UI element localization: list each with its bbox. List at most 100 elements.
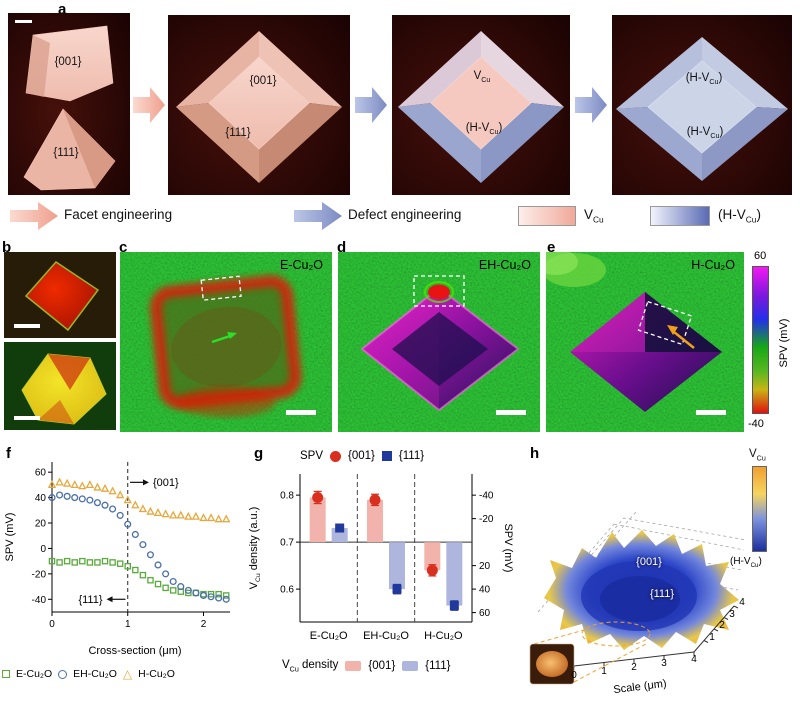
spv-map-e-cu2o: E-Cu₂O	[120, 252, 332, 432]
pyramid-glow	[360, 286, 520, 412]
green-arrow-head	[227, 332, 237, 339]
map-title-eh-cu2o: EH-Cu₂O	[478, 258, 531, 272]
spv-map-h-cu2o: H-Cu₂O	[534, 249, 744, 432]
svg-text:0.7: 0.7	[280, 538, 294, 549]
h-ytick-3: 3	[729, 609, 735, 620]
face-nw	[616, 37, 702, 109]
face-sw	[616, 107, 702, 181]
pyramid-inner	[392, 312, 488, 386]
f-legend-e-cu2o: E-Cu₂O	[16, 668, 53, 680]
f-y-axis-label: SPV (mV)	[4, 512, 16, 562]
h-xtick-1: 1	[601, 666, 607, 677]
h-colorbar-bottom-label: (H-VCu)	[730, 556, 762, 569]
g-legend-spv-title: SPV	[300, 450, 324, 462]
vcu-swatch-label: VCu	[584, 207, 604, 225]
faceted-crystal-art	[168, 15, 350, 195]
scale-bar	[286, 410, 316, 415]
h-colorbar-top-label: VCu	[749, 448, 766, 463]
red-blotch	[176, 387, 276, 417]
pink-arrow-icon	[133, 87, 165, 123]
vcu-density-spv-bar-chart: 0.6 0.7 0.8 -40 -20 20 40 60 E-Cu₂O EH-Cu₂O H-Cu₂O	[280, 474, 494, 642]
orange-arrow-icon	[673, 331, 695, 349]
orange-arrow-head	[667, 325, 678, 335]
green-arrow-icon	[211, 334, 231, 344]
svg-text:EH-Cu₂O: EH-Cu₂O	[363, 630, 409, 642]
svg-text:0: 0	[40, 544, 46, 555]
facet-label-001: {001}	[54, 56, 82, 68]
vcu-crystal-art	[392, 15, 570, 195]
face-ne	[702, 37, 788, 109]
face-se	[702, 107, 788, 181]
crystal-model-hvcu: (H-VCu) (H-VCu)	[612, 15, 792, 195]
svg-text:H-Cu₂O: H-Cu₂O	[424, 630, 463, 642]
blue-arrow-icon	[355, 87, 387, 123]
svg-text:-20: -20	[479, 514, 494, 525]
face-sw	[398, 103, 481, 183]
dashed-roi-box	[637, 300, 693, 346]
svg-text:-40: -40	[32, 595, 47, 606]
f-legend-h-cu2o: H-Cu₂O	[138, 668, 175, 680]
h-axes	[573, 605, 739, 670]
pyramid-bright-face	[570, 292, 645, 352]
hvcu-color-swatch	[650, 206, 710, 226]
facet-label-001: {001}	[249, 75, 277, 87]
top-facet-vcu	[430, 56, 532, 150]
g-legend-density-title: VCu density	[282, 659, 339, 674]
label-vcu: VCu	[473, 69, 491, 85]
facet-engineering-arrow-icon	[10, 202, 58, 230]
label-hvcu-top: (H-VCu)	[685, 71, 723, 87]
defect-engineering-arrow-icon	[294, 202, 342, 230]
red-streak	[48, 354, 90, 390]
face-ne	[259, 31, 342, 107]
cubic-crystal-shadow	[26, 35, 50, 97]
h-ytick-1: 1	[709, 632, 715, 643]
facet-label-111: {111}	[225, 127, 251, 139]
afm-image-crystal-pair: {001} {111}	[8, 13, 130, 195]
f-x-axis-label: Cross-section (μm)	[88, 645, 182, 657]
svg-text:60: 60	[35, 468, 47, 479]
svg-text:-40: -40	[479, 491, 494, 502]
colorbar-axis-label: SPV (mV)	[778, 318, 790, 368]
panel-label-d: d	[337, 239, 347, 256]
panel-label-f: f	[6, 445, 11, 462]
colorbar-max: 60	[754, 250, 767, 262]
spv-colorbar: 60 -40 SPV (mV)	[746, 250, 800, 436]
green-ring	[424, 281, 454, 303]
spv-map-d-art	[338, 252, 540, 432]
svg-text:1: 1	[125, 619, 131, 630]
photo-yellow-crystal	[4, 342, 116, 430]
crystal-outline	[149, 275, 302, 410]
blue-square-marker-icon	[381, 451, 392, 461]
spv-map-e-art	[534, 249, 744, 432]
svg-text:-20: -20	[32, 569, 47, 580]
h-region-label-111: {111}	[649, 588, 675, 600]
facet-engineering-label: Facet engineering	[64, 207, 173, 222]
panel-label-h: h	[530, 445, 540, 462]
g-legend-111: {111}	[398, 450, 425, 462]
h-xtick-3: 3	[661, 658, 667, 669]
svg-text:{001}: {001}	[153, 477, 179, 489]
face-nw	[398, 31, 481, 107]
face-se	[259, 103, 342, 183]
panel-label-g: g	[254, 445, 264, 462]
top-facet	[208, 56, 310, 150]
pink-swatch-icon	[345, 661, 362, 672]
photo-red-crystal	[4, 252, 116, 338]
red-circle-marker-icon	[330, 450, 342, 462]
g-legend-density-111: {111}	[425, 660, 451, 673]
octahedral-crystal-shadow	[63, 109, 115, 188]
scale-bar	[14, 416, 40, 420]
g-legend-density-001: {001}	[368, 660, 396, 673]
bowl-deep	[600, 576, 680, 622]
red-crystal-art	[4, 252, 116, 338]
h-xtick-2: 2	[631, 662, 637, 673]
top-facet-hvcu	[647, 60, 757, 154]
vcu-color-swatch	[518, 206, 576, 226]
crystal-model-faceted: {001} {111}	[168, 15, 350, 195]
g-top-legend: SPV {001} {111}	[300, 450, 424, 462]
red-crystal	[24, 261, 100, 332]
h-ytick-2: 2	[719, 620, 725, 631]
svg-text:2: 2	[201, 619, 207, 630]
orange-triangle-marker-icon: △	[122, 667, 133, 681]
